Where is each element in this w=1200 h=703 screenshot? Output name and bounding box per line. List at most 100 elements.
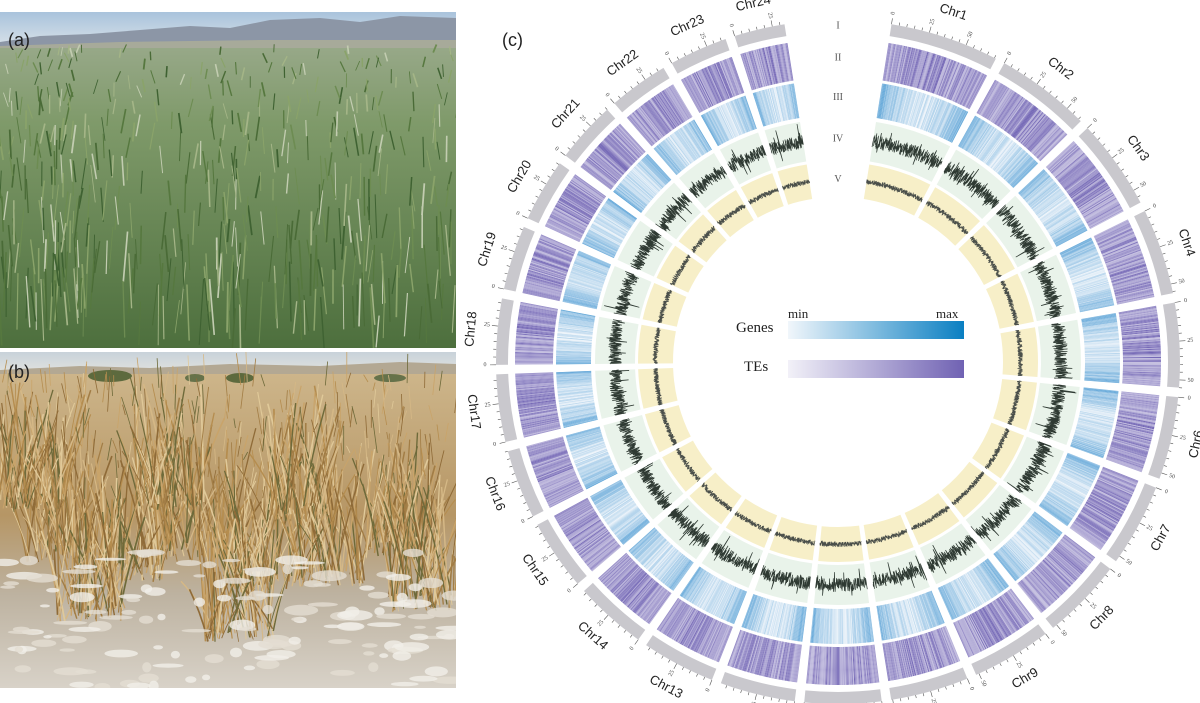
- te-stripe: [516, 333, 555, 338]
- te-stripe: [835, 646, 837, 685]
- gene-stripe: [1008, 158, 1034, 185]
- grass-blade: [237, 112, 243, 133]
- gene-stripe: [685, 569, 706, 600]
- gene-stripe: [1019, 171, 1047, 196]
- gene-stripe: [560, 310, 596, 318]
- grass-blade: [42, 207, 45, 231]
- gene-stripe: [594, 486, 626, 506]
- chrom-band: [1078, 128, 1141, 209]
- gene-stripe: [981, 562, 1003, 592]
- dry-blade: [164, 399, 168, 495]
- gene-stripe: [1028, 518, 1056, 542]
- grass-blade: [57, 46, 61, 56]
- gene-stripe: [1044, 207, 1075, 228]
- gene-stripe: [600, 494, 631, 515]
- te-stripe: [1030, 571, 1058, 601]
- dry-blade: [156, 446, 172, 495]
- gene-stripe: [955, 579, 973, 611]
- te-stripe: [574, 526, 606, 549]
- gene-stripe: [1075, 286, 1110, 297]
- gene-stripe: [1054, 226, 1086, 244]
- v-line: [734, 511, 772, 534]
- te-stripe: [1095, 482, 1131, 500]
- gene-stripe: [1084, 361, 1120, 363]
- grass-blade: [375, 315, 380, 348]
- dry-blade: [117, 396, 122, 429]
- chrom-tick: [1157, 238, 1161, 240]
- te-stripe: [1121, 327, 1160, 333]
- grass-blade: [418, 306, 423, 340]
- chrom-band: [496, 373, 518, 443]
- dry-blade: [191, 400, 196, 415]
- gene-stripe: [963, 119, 983, 150]
- te-stripe: [1118, 307, 1157, 316]
- te-stripe: [1122, 352, 1161, 355]
- te-stripe: [751, 636, 763, 674]
- te-stripe: [515, 336, 554, 341]
- salt-patch: [127, 549, 162, 556]
- te-stripe: [963, 617, 981, 653]
- grass-blade: [72, 159, 74, 196]
- te-stripe: [796, 644, 802, 683]
- te-stripe: [960, 70, 978, 106]
- gene-stripe: [558, 324, 594, 330]
- grass-blade: [7, 249, 11, 288]
- gene-stripe: [938, 104, 954, 137]
- te-stripe: [517, 397, 556, 403]
- gene-stripe: [881, 604, 890, 640]
- grass-blade: [319, 297, 325, 348]
- te-stripe: [912, 636, 924, 674]
- gene-stripe: [585, 472, 618, 489]
- gene-stripe: [984, 135, 1007, 164]
- grass-blade: [367, 249, 374, 283]
- gene-stripe: [585, 471, 617, 488]
- te-stripe: [557, 502, 591, 523]
- te-stripe: [1098, 476, 1134, 494]
- dry-blade: [23, 394, 27, 409]
- grass-blade: [40, 196, 45, 244]
- gene-stripe: [705, 580, 723, 612]
- gene-stripe: [775, 602, 784, 638]
- chrom-tick: [1043, 85, 1046, 89]
- te-stripe: [521, 420, 560, 430]
- gene-stripe: [897, 88, 907, 123]
- grass-blade: [231, 308, 236, 348]
- gene-stripe: [590, 480, 622, 498]
- dry-blade: [286, 458, 289, 472]
- gene-stripe: [1066, 455, 1099, 470]
- gene-stripe: [876, 83, 884, 119]
- te-stripe: [519, 407, 557, 415]
- gene-stripe: [577, 252, 611, 267]
- gene-stripe: [1082, 393, 1118, 400]
- te-stripe: [608, 562, 637, 591]
- gene-stripe: [1053, 481, 1085, 500]
- dry-blade: [387, 481, 395, 555]
- photo-dry-grass: [0, 352, 456, 688]
- te-stripe: [531, 259, 568, 273]
- gene-stripe: [1072, 438, 1107, 451]
- gene-stripe: [563, 298, 598, 307]
- te-stripe: [957, 620, 975, 656]
- te-stripe: [673, 607, 694, 641]
- te-stripe: [1037, 130, 1065, 159]
- te-stripe: [1122, 382, 1161, 387]
- te-stripe: [773, 641, 782, 679]
- dry-blade: [196, 417, 226, 494]
- te-stripe: [786, 643, 794, 682]
- gene-stripe: [930, 590, 945, 624]
- te-stripe: [540, 472, 576, 488]
- gene-stripe: [943, 584, 960, 617]
- grass-blade: [270, 143, 276, 173]
- gene-stripe: [1024, 523, 1051, 548]
- gene-stripe: [1059, 469, 1092, 486]
- te-stripe: [980, 82, 1001, 116]
- te-stripe: [708, 622, 725, 659]
- te-stripe: [870, 645, 877, 683]
- grass-blade: [385, 164, 389, 194]
- gene-stripe: [964, 573, 984, 605]
- te-stripe: [589, 543, 620, 570]
- gene-stripe: [904, 90, 915, 125]
- gene-stripe: [1016, 531, 1043, 557]
- te-stripe: [953, 66, 971, 102]
- te-stripe: [526, 436, 564, 448]
